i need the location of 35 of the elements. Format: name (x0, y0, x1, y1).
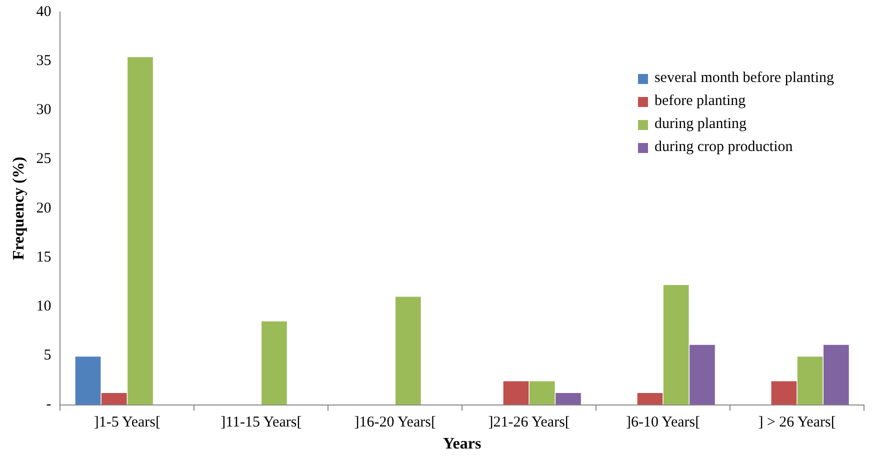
legend-label: during crop production (654, 139, 793, 156)
bar (556, 393, 581, 405)
y-tick-label: 10 (36, 298, 52, 315)
y-axis-title: Frequency (%) (10, 156, 28, 260)
legend-label: several month before planting (654, 70, 834, 87)
bar (75, 356, 101, 405)
x-tick-label: ]11-15 Years[ (220, 414, 302, 431)
x-axis-title: Years (442, 436, 482, 453)
y-tick-label: - (46, 396, 52, 413)
bar (797, 356, 823, 405)
bar (529, 381, 555, 405)
x-tick-label: ] > 26 Years[ (758, 414, 836, 431)
y-tick-label: 20 (36, 200, 52, 216)
x-tick-label: ]6-10 Years[ (626, 414, 700, 431)
bar (690, 344, 715, 405)
x-tick-label: ]21-26 Years[ (488, 414, 570, 431)
bar (503, 381, 529, 405)
y-tick-label: 35 (36, 53, 52, 70)
bar (771, 381, 797, 405)
bar (663, 284, 689, 405)
bar (637, 393, 663, 405)
y-tick-label: 25 (36, 151, 52, 168)
y-tick-label: 5 (44, 348, 52, 364)
legend-label: during planting (654, 116, 747, 133)
bar (262, 321, 287, 405)
y-tick-label: 15 (36, 249, 52, 266)
y-tick-label: 40 (36, 4, 52, 20)
bar (824, 344, 849, 405)
y-tick-label: 30 (36, 102, 52, 118)
legend-label: before planting (654, 93, 746, 110)
bar (396, 296, 421, 405)
bar (101, 393, 127, 405)
x-tick-label: ]16-20 Years[ (354, 414, 436, 431)
bar (128, 57, 153, 405)
x-tick-label: ]1-5 Years[ (94, 414, 161, 431)
